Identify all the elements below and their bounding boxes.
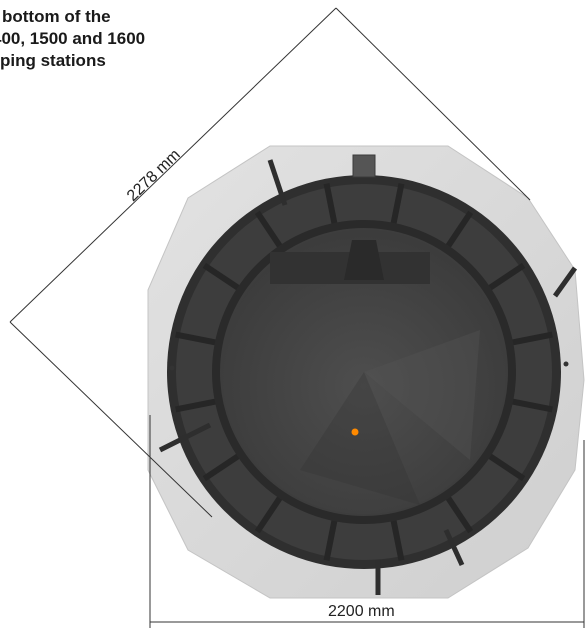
anchor-bolt — [563, 361, 569, 367]
chamber-rib — [323, 183, 338, 226]
anchor-bolt — [169, 365, 175, 371]
outlet-pipes — [158, 159, 578, 595]
inlet-bracket — [344, 240, 384, 280]
chamber-rib — [444, 495, 474, 534]
inlet-pipe — [352, 154, 376, 178]
chamber-rib — [202, 262, 241, 292]
caption-line-1: bottom of the — [2, 7, 111, 26]
chamber-rib — [254, 210, 284, 249]
width-dimension — [149, 415, 585, 628]
floor-facet — [300, 372, 420, 505]
chamber-floor — [222, 230, 506, 514]
indicator-light — [351, 428, 359, 436]
chamber-rib — [444, 210, 474, 249]
chamber-rib — [175, 398, 218, 413]
caption-line-2: 400, 1500 and 1600 — [0, 29, 146, 48]
caption-text: bottom of the 400, 1500 and 1600 ping st… — [0, 6, 220, 72]
chamber-rib — [202, 452, 241, 482]
chamber-rib — [254, 495, 284, 534]
chamber-rib — [323, 518, 338, 561]
chamber-rib — [390, 183, 405, 226]
chamber-rib — [487, 262, 526, 292]
width-dimension-label: 2200 mm — [328, 603, 395, 620]
chamber-rib — [510, 331, 553, 346]
chamber-rib — [510, 398, 553, 413]
diagonal-dimension-label: 2278 mm — [124, 146, 184, 205]
chamber-ribs — [175, 183, 553, 561]
chamber-rib — [390, 518, 405, 561]
chamber-rib — [175, 331, 218, 346]
chamber-rib — [487, 452, 526, 482]
floor-facet — [364, 330, 480, 460]
inner-ring — [212, 220, 516, 524]
caption-line-3: ping stations — [0, 51, 106, 70]
diagonal-dimension — [9, 7, 531, 518]
